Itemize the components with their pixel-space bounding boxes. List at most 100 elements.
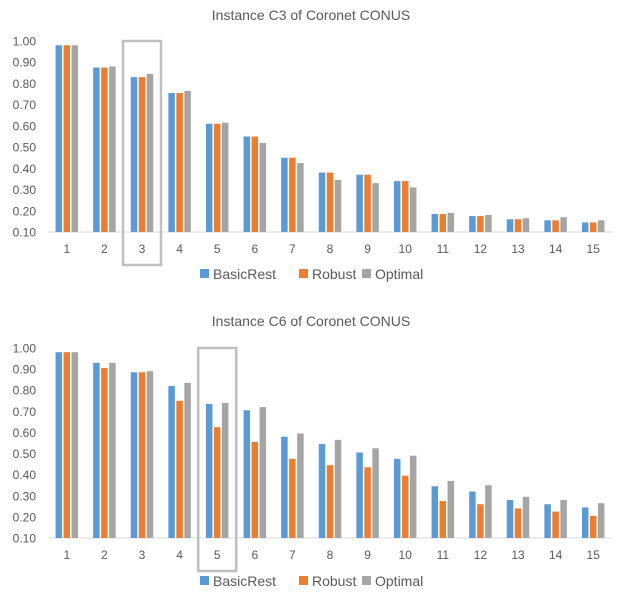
x-tick-label: 3 (139, 548, 146, 562)
y-tick-label: 0.60 (13, 119, 37, 133)
bar-robust-10 (401, 475, 409, 538)
bar-basicrest-3 (130, 77, 138, 232)
bar-robust-6 (251, 136, 259, 232)
bar-robust-7 (289, 458, 296, 538)
y-tick-label: 0.80 (13, 77, 37, 91)
x-tick-label: 1 (63, 242, 70, 256)
bar-robust-12 (477, 504, 484, 538)
x-tick-label: 9 (364, 548, 371, 562)
bar-optimal-14 (560, 500, 567, 538)
bar-optimal-10 (409, 455, 417, 538)
bar-basicrest-12 (469, 491, 476, 538)
bar-robust-3 (138, 372, 146, 538)
bar-basicrest-14 (544, 220, 551, 232)
x-tick-label: 1 (63, 548, 70, 562)
bar-optimal-11 (447, 212, 455, 232)
highlight-box (121, 39, 163, 267)
y-tick-label: 0.30 (13, 489, 37, 503)
bar-optimal-5 (221, 122, 229, 232)
x-tick-label: 13 (511, 548, 525, 562)
bar-robust-11 (439, 213, 447, 232)
bar-robust-5 (213, 123, 221, 232)
bar-basicrest-10 (393, 458, 401, 538)
bar-optimal-9 (372, 183, 379, 232)
y-tick-label: 1.00 (13, 35, 37, 49)
bar-basicrest-9 (356, 174, 363, 232)
bar-robust-13 (514, 219, 522, 232)
bar-basicrest-11 (431, 213, 439, 232)
bar-basicrest-2 (93, 67, 100, 233)
x-tick-label: 2 (101, 242, 108, 256)
x-tick-label: 10 (399, 242, 413, 256)
bar-optimal-3 (146, 73, 154, 233)
bar-basicrest-12 (469, 216, 476, 232)
bar-optimal-13 (522, 218, 530, 232)
x-tick-label: 15 (587, 242, 601, 256)
x-tick-label: 13 (511, 242, 525, 256)
legend-label-robust: Robust (312, 266, 356, 282)
bar-robust-1 (63, 352, 71, 538)
bar-robust-1 (63, 45, 71, 232)
legend-label-basicrest: BasicRest (213, 573, 276, 589)
bar-basicrest-7 (281, 157, 288, 232)
bar-robust-4 (176, 400, 183, 538)
x-tick-label: 11 (437, 242, 450, 256)
x-tick-label: 12 (474, 548, 488, 562)
x-tick-label: 14 (549, 242, 563, 256)
bar-robust-12 (477, 216, 484, 232)
bar-optimal-2 (109, 362, 116, 538)
bar-optimal-13 (522, 496, 530, 538)
highlight-box (196, 346, 238, 573)
bar-optimal-8 (334, 180, 342, 232)
bar-robust-8 (326, 465, 334, 538)
y-tick-label: 0.80 (13, 384, 37, 398)
bar-basicrest-13 (506, 219, 514, 232)
x-tick-label: 2 (101, 548, 108, 562)
bar-basicrest-15 (581, 507, 589, 538)
bar-basicrest-8 (318, 444, 326, 538)
bar-basicrest-14 (544, 504, 551, 538)
bar-basicrest-4 (168, 92, 175, 232)
bar-optimal-15 (597, 503, 605, 538)
x-tick-label: 6 (251, 242, 258, 256)
bar-robust-15 (589, 515, 597, 538)
x-tick-label: 11 (437, 548, 450, 562)
legend: BasicRest Robust Optimal (200, 573, 423, 589)
x-tick-label: 4 (176, 242, 183, 256)
bar-optimal-10 (409, 187, 417, 232)
bar-optimal-7 (297, 433, 304, 538)
y-tick-label: 0.90 (13, 363, 37, 377)
legend-swatch-optimal (362, 269, 371, 278)
y-tick-label: 0.50 (13, 447, 37, 461)
bar-basicrest-6 (243, 410, 251, 538)
y-tick-label: 0.10 (13, 226, 37, 240)
bar-optimal-5 (221, 402, 229, 538)
legend-label-optimal: Optimal (375, 266, 423, 282)
legend-swatch-robust (299, 269, 308, 278)
x-tick-label: 8 (327, 242, 334, 256)
bar-optimal-6 (259, 407, 267, 538)
x-tick-label: 5 (214, 548, 221, 562)
bar-basicrest-5 (205, 403, 213, 538)
y-tick-label: 0.40 (13, 162, 37, 176)
bar-robust-9 (364, 467, 371, 538)
bar-robust-15 (589, 222, 597, 232)
y-tick-label: 0.70 (13, 405, 37, 419)
bar-robust-7 (289, 157, 296, 232)
bar-basicrest-13 (506, 500, 514, 538)
bar-robust-5 (213, 427, 221, 538)
bar-robust-6 (251, 441, 259, 538)
bar-optimal-8 (334, 439, 342, 538)
x-tick-label: 6 (251, 548, 258, 562)
bar-optimal-4 (184, 382, 191, 538)
bar-robust-14 (552, 511, 559, 538)
bar-basicrest-9 (356, 452, 363, 538)
bar-basicrest-4 (168, 386, 175, 538)
y-tick-label: 0.60 (13, 426, 37, 440)
bar-basicrest-1 (55, 45, 63, 232)
x-tick-label: 14 (549, 548, 563, 562)
x-tick-label: 8 (327, 548, 334, 562)
bar-robust-2 (101, 67, 108, 233)
x-tick-label: 7 (289, 242, 296, 256)
